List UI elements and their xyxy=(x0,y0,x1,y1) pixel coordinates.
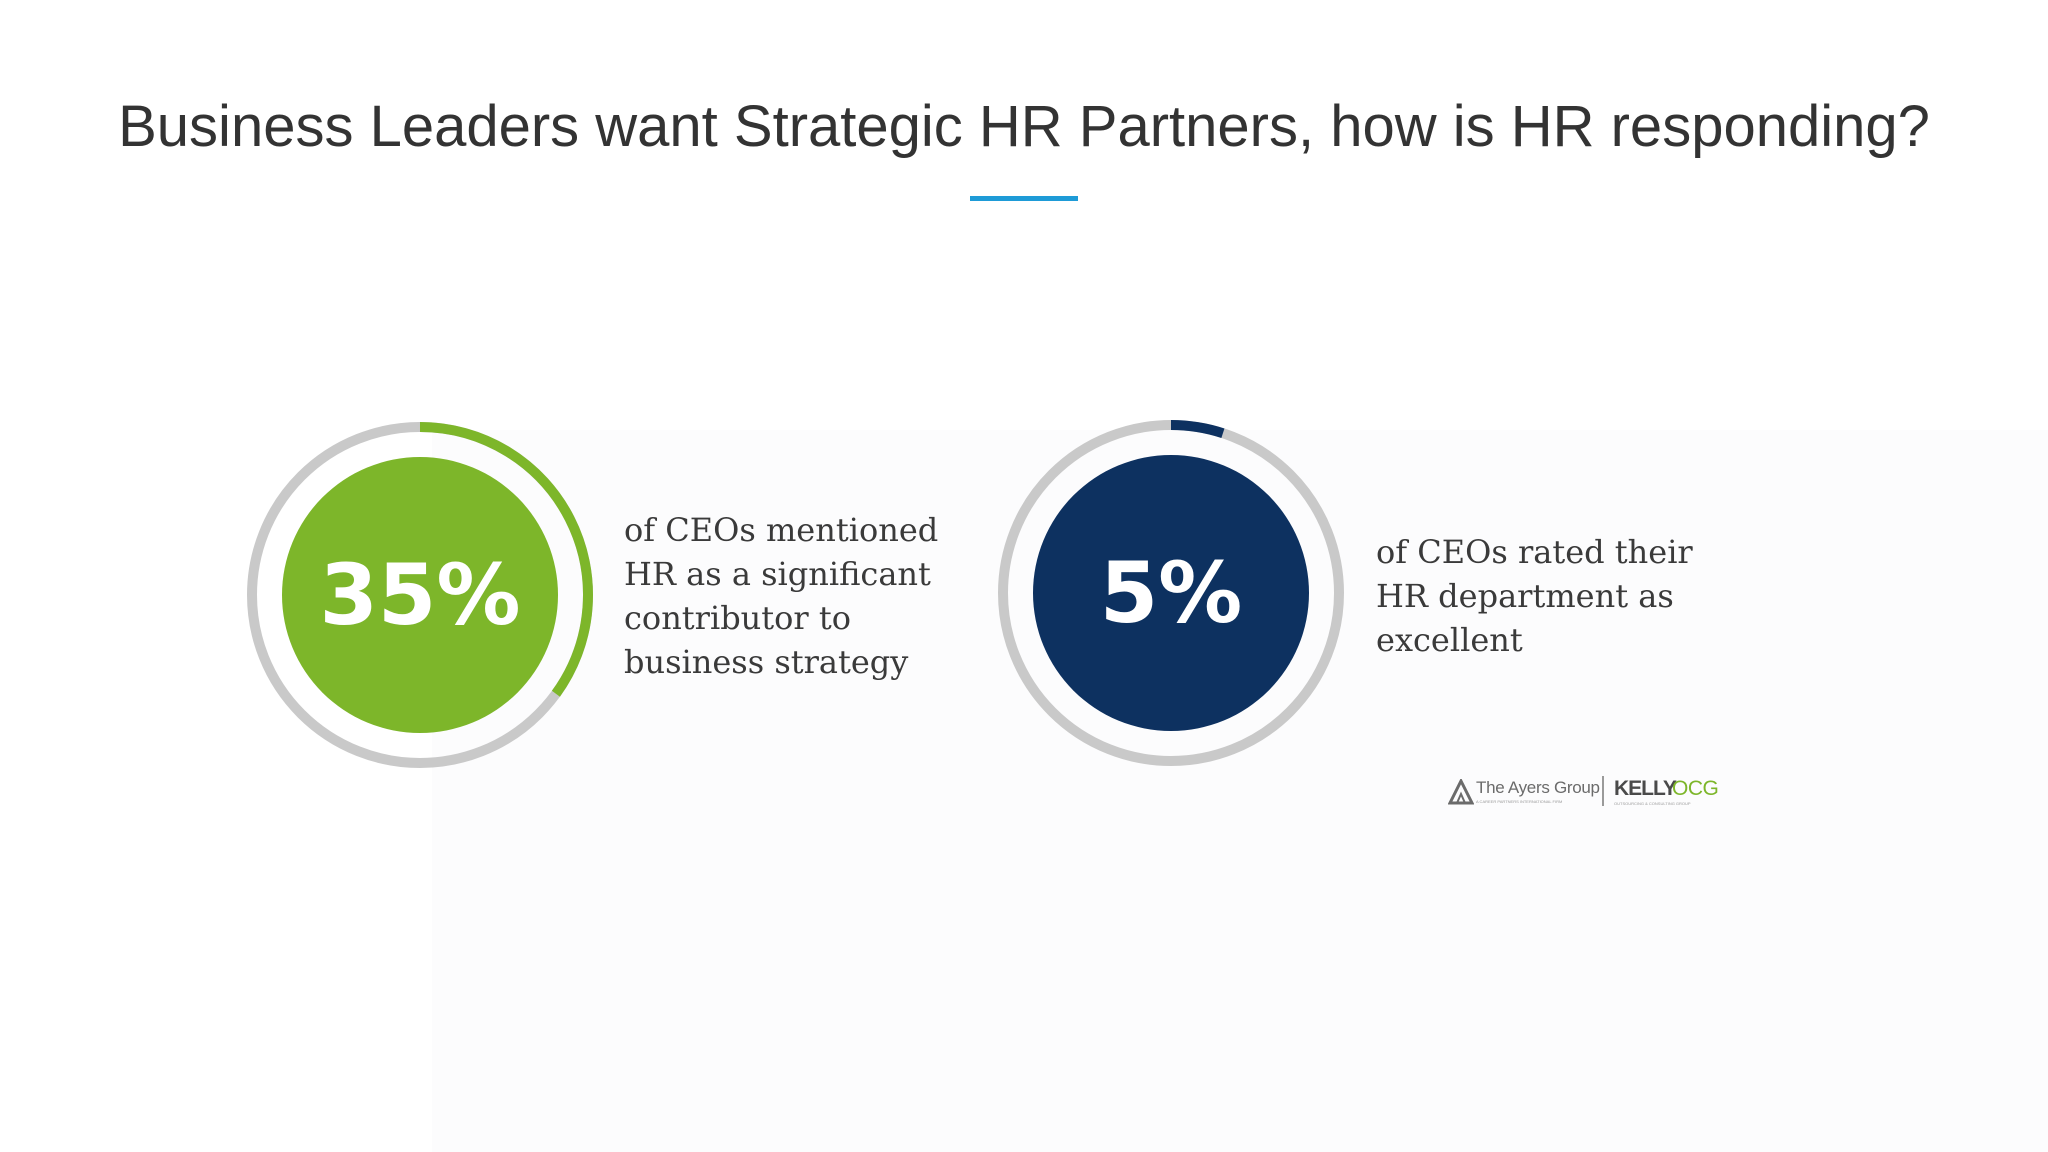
ayers-triangle-icon xyxy=(1448,779,1474,805)
ring-value-label: 35% xyxy=(319,546,520,644)
ring-gauge-ceo-strategy: 35% xyxy=(247,422,593,768)
source-logos: The Ayers Group A CAREER PARTNERS INTERN… xyxy=(1448,774,1728,810)
kelly-ocg-logo: KELLY OCG OUTSOURCING & CONSULTING GROUP xyxy=(1614,774,1728,810)
ring-inner-disc xyxy=(282,457,558,733)
kelly-wordmark: KELLY xyxy=(1614,777,1677,800)
ring-inner-disc xyxy=(1033,455,1309,731)
ring-value-label: 5% xyxy=(1100,544,1243,642)
stat-caption-ceo-strategy: of CEOs mentioned HR as a significant co… xyxy=(624,511,939,681)
title-underline xyxy=(970,196,1078,201)
logo-divider xyxy=(1602,776,1604,806)
ayers-group-tagline: A CAREER PARTNERS INTERNATIONAL FIRM xyxy=(1476,799,1563,804)
ring-progress-arc xyxy=(1170,420,1225,439)
ring-progress-arc xyxy=(419,422,593,697)
ring-gauge-ceo-excellent: 5% xyxy=(998,420,1344,766)
stat-caption-ceo-excellent: of CEOs rated their HR department as exc… xyxy=(1376,533,1693,659)
ayers-group-name: The Ayers Group xyxy=(1476,778,1600,797)
ocg-wordmark: OCG xyxy=(1672,777,1719,800)
ayers-group-logo: The Ayers Group A CAREER PARTNERS INTERN… xyxy=(1448,774,1600,810)
slide-title: Business Leaders want Strategic HR Partn… xyxy=(118,94,1930,159)
kelly-ocg-tagline: OUTSOURCING & CONSULTING GROUP xyxy=(1614,801,1691,806)
